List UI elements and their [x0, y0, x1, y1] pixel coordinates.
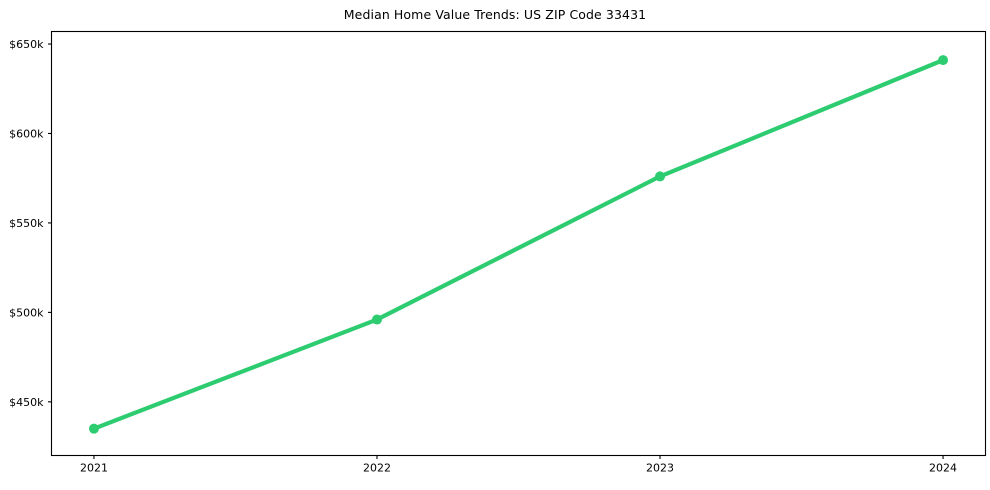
x-tick-label: 2024	[929, 462, 957, 475]
y-tick-label: $450k	[9, 396, 44, 409]
y-axis-ticks: $450k $500k $550k $600k $650k	[9, 38, 52, 409]
y-tick-label: $650k	[9, 38, 44, 51]
y-tick-label: $500k	[9, 306, 44, 319]
data-series-layer	[88, 55, 949, 434]
data-point-marker	[655, 171, 666, 182]
data-point-marker	[938, 55, 949, 66]
x-tick-label: 2021	[80, 462, 108, 475]
axes-frame	[50, 30, 987, 457]
y-tick-label: $550k	[9, 217, 44, 230]
axes-spines	[50, 30, 987, 457]
series-line	[91, 58, 946, 431]
chart-title: Median Home Value Trends: US ZIP Code 33…	[343, 7, 647, 22]
y-tick-label: $600k	[9, 127, 44, 140]
x-axis-ticks: 2021 2022 2023 2024	[80, 455, 957, 475]
data-point-marker	[88, 423, 99, 434]
x-tick-label: 2022	[363, 462, 391, 475]
data-point-marker	[371, 314, 382, 325]
x-tick-label: 2023	[646, 462, 674, 475]
